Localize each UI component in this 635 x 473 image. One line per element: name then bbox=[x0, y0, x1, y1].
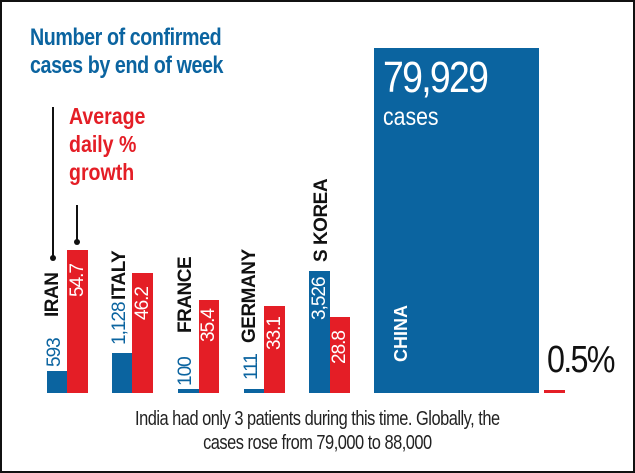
china-cases-value: 79,929 bbox=[383, 53, 489, 102]
bar-china-growth bbox=[544, 390, 565, 393]
growth-leader-line bbox=[76, 205, 78, 243]
skorea-name: S KOREA bbox=[311, 178, 332, 262]
bar-iran-cases bbox=[47, 371, 67, 393]
bar-france-growth bbox=[199, 300, 219, 393]
bar-germany-cases bbox=[244, 389, 264, 393]
legend-line-2: daily % bbox=[69, 131, 137, 157]
chart-title: Number of confirmed cases by end of week bbox=[30, 24, 223, 80]
china-growth-label: 0.5% bbox=[547, 339, 616, 381]
china-name: CHINA bbox=[391, 305, 411, 362]
iran-growth-label: 54.7 bbox=[67, 264, 88, 297]
footnote: India had only 3 patients during this ti… bbox=[0, 407, 635, 455]
legend-line-1: Average bbox=[69, 103, 146, 129]
france-growth-label: 35.4 bbox=[198, 309, 219, 342]
cases-leader-dot bbox=[50, 255, 56, 261]
footnote-line-2: cases rose from 79,000 to 88,000 bbox=[203, 432, 432, 454]
growth-legend: Average daily % growth bbox=[69, 102, 145, 186]
bar-france-cases bbox=[178, 389, 199, 393]
title-line-2: cases by end of week bbox=[30, 52, 224, 79]
italy-cases-label: 1,128 bbox=[109, 302, 130, 345]
skorea-cases-label: 3,526 bbox=[309, 277, 330, 320]
legend-line-3: growth bbox=[69, 159, 135, 185]
growth-leader-dot bbox=[74, 239, 80, 245]
china-cases-unit: cases bbox=[383, 103, 439, 131]
bar-germany-growth bbox=[264, 306, 285, 393]
footnote-line-1: India had only 3 patients during this ti… bbox=[135, 408, 500, 430]
iran-name: IRAN bbox=[42, 272, 63, 317]
bar-italy-cases bbox=[112, 353, 132, 393]
germany-cases-label: 111 bbox=[241, 354, 262, 380]
bar-iran-growth bbox=[67, 250, 88, 393]
italy-growth-label: 46.2 bbox=[132, 287, 153, 320]
italy-name: ITALY bbox=[109, 250, 130, 300]
germany-name: GERMANY bbox=[239, 249, 260, 343]
france-name: FRANCE bbox=[175, 256, 196, 333]
cases-leader-line bbox=[52, 107, 54, 259]
bar-italy-growth bbox=[132, 273, 153, 393]
iran-cases-label: 593 bbox=[44, 338, 65, 367]
germany-growth-label: 33.1 bbox=[264, 317, 285, 350]
bar-china-cases bbox=[374, 48, 539, 393]
bar-skorea-cases bbox=[309, 271, 330, 393]
bar-skorea-growth bbox=[330, 317, 350, 393]
france-cases-label: 100 bbox=[175, 357, 196, 386]
title-line-1: Number of confirmed bbox=[30, 24, 222, 51]
skorea-growth-label: 28.8 bbox=[329, 331, 350, 364]
